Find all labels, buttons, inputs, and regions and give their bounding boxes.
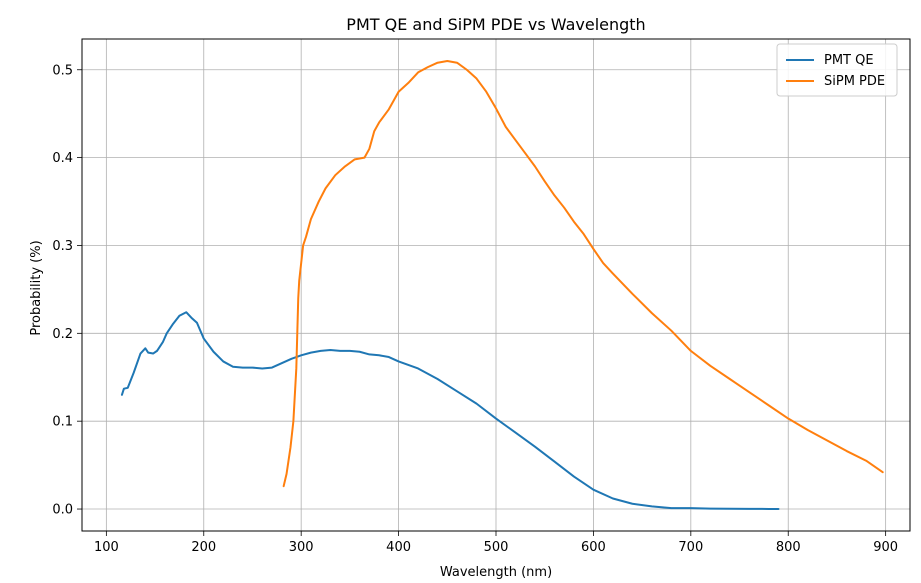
x-tick-label: 700: [678, 540, 703, 555]
y-tick-label: 0.5: [52, 63, 73, 78]
chart-title: PMT QE and SiPM PDE vs Wavelength: [346, 15, 645, 34]
x-tick-label: 100: [94, 540, 119, 555]
y-axis-label: Probability (%): [29, 240, 44, 335]
x-tick-label: 300: [289, 540, 314, 555]
x-tick-label: 800: [776, 540, 801, 555]
x-tick-label: 200: [191, 540, 216, 555]
x-axis-label: Wavelength (nm): [440, 565, 552, 580]
legend-box: [776, 43, 898, 97]
x-tick-label: 900: [873, 540, 898, 555]
y-tick-label: 0.4: [52, 151, 73, 166]
legend-label-pmt-qe: PMT QE: [824, 53, 874, 68]
series-layer: [120, 59, 884, 510]
ticks-layer: 100 200 300 400 500 600 700 800 900 0.0 0.1 0.2 0.3 0…: [52, 63, 898, 555]
grid-layer: [82, 39, 910, 531]
y-tick-label: 0.1: [52, 415, 73, 430]
legend-label-sipm-pde: SiPM PDE: [824, 74, 885, 89]
series-line-sipm-pde: [282, 59, 884, 488]
y-tick-label: 0.0: [52, 503, 73, 518]
x-tick-label: 400: [386, 540, 411, 555]
legend: PMT QE SiPM PDE: [776, 43, 898, 97]
x-tick-label: 600: [581, 540, 606, 555]
series-line-pmt-qe: [120, 311, 780, 510]
x-tick-label: 500: [484, 540, 509, 555]
y-tick-label: 0.3: [52, 239, 73, 254]
y-tick-label: 0.2: [52, 327, 73, 342]
